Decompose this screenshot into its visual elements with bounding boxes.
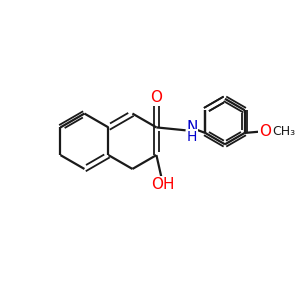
Text: N: N bbox=[186, 121, 198, 136]
Text: O: O bbox=[259, 124, 271, 139]
Text: OH: OH bbox=[152, 177, 175, 192]
Text: H: H bbox=[187, 130, 197, 144]
Text: CH₃: CH₃ bbox=[273, 125, 296, 138]
Text: O: O bbox=[150, 90, 162, 105]
